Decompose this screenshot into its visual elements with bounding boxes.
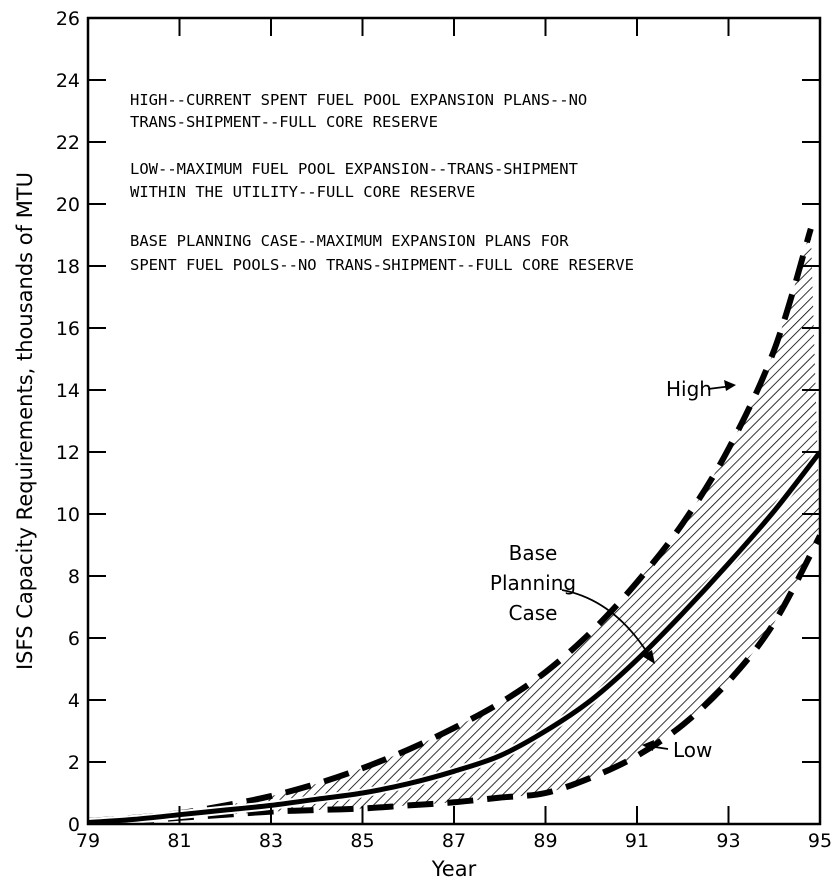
high-arrowhead (724, 380, 736, 391)
y-tick-label: 0 (68, 814, 80, 836)
note-line-6: SPENT FUEL POOLS--NO TRANS-SHIPMENT--FUL… (130, 256, 634, 274)
base-annotation: Base Planning Case (490, 541, 655, 664)
x-axis-title: Year (431, 857, 477, 881)
y-tick-label: 18 (56, 256, 80, 278)
note-line-4: WITHIN THE UTILITY--FULL CORE RESERVE (130, 183, 475, 201)
y-tick-label: 14 (56, 380, 80, 402)
x-tick-label: 85 (350, 830, 374, 852)
low-label: Low (673, 738, 712, 762)
note-line-5: BASE PLANNING CASE--MAXIMUM EXPANSION PL… (130, 232, 569, 250)
note-line-3: LOW--MAXIMUM FUEL POOL EXPANSION--TRANS-… (130, 160, 578, 178)
base-label-line-1: Base (509, 541, 558, 565)
low-arrowhead (642, 740, 654, 751)
y-tick-label: 16 (56, 318, 80, 340)
y-tick-label: 6 (68, 628, 80, 650)
base-arrowhead (642, 650, 655, 664)
x-tick-label: 89 (533, 830, 557, 852)
x-tick-label: 81 (167, 830, 191, 852)
low-annotation: Low (642, 738, 712, 762)
note-line-1: HIGH--CURRENT SPENT FUEL POOL EXPANSION … (130, 91, 587, 109)
y-tick-label: 22 (56, 132, 80, 154)
x-tick-label: 83 (259, 830, 283, 852)
x-axis-ticks: 79 81 83 85 87 89 91 93 95 (76, 18, 832, 852)
y-tick-label: 26 (56, 8, 80, 30)
y-tick-label: 8 (68, 566, 80, 588)
series-line-base (88, 450, 820, 824)
note-line-2: TRANS-SHIPMENT--FULL CORE RESERVE (130, 113, 438, 131)
y-tick-label: 20 (56, 194, 80, 216)
x-tick-label: 91 (625, 830, 649, 852)
uncertainty-band (88, 228, 820, 824)
hatched-band-area (88, 228, 820, 824)
x-tick-label: 95 (808, 830, 832, 852)
base-label-line-3: Case (509, 601, 558, 625)
y-tick-label: 2 (68, 752, 80, 774)
y-tick-label: 24 (56, 70, 80, 92)
x-tick-label: 93 (716, 830, 740, 852)
y-axis-title: ISFS Capacity Requirements, thousands of… (13, 172, 37, 670)
y-tick-label: 10 (56, 504, 80, 526)
base-label-line-2: Planning (490, 571, 576, 595)
high-annotation: High (666, 377, 736, 401)
y-tick-label: 12 (56, 442, 80, 464)
x-tick-label: 79 (76, 830, 100, 852)
high-label: High (666, 377, 712, 401)
legend-notes: HIGH--CURRENT SPENT FUEL POOL EXPANSION … (130, 91, 634, 274)
y-tick-label: 4 (68, 690, 80, 712)
series-lines (88, 227, 820, 824)
x-tick-label: 87 (442, 830, 466, 852)
base-arrow (561, 589, 651, 658)
